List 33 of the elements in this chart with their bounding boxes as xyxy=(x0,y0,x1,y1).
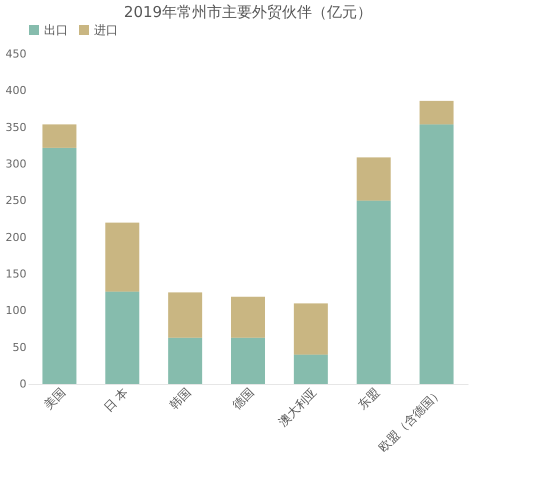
y-tick-label: 100 xyxy=(6,304,26,318)
bar xyxy=(42,124,76,148)
y-tick-label: 50 xyxy=(12,340,26,354)
bar xyxy=(105,292,140,384)
legend-label: 进口 xyxy=(94,23,118,37)
x-tick-label: 澳大利亚 xyxy=(276,385,320,429)
bar xyxy=(420,124,454,384)
bar xyxy=(356,200,391,384)
y-tick-label: 450 xyxy=(6,48,26,60)
x-tick-label: 美国 xyxy=(41,385,68,412)
bar xyxy=(231,296,265,338)
legend-label: 出口 xyxy=(44,23,68,37)
bar xyxy=(294,303,328,355)
bar xyxy=(420,100,454,124)
x-tick-label: 韩国 xyxy=(166,385,194,412)
y-tick-label: 0 xyxy=(20,378,26,390)
y-tick-label: 200 xyxy=(6,230,26,244)
y-tick-label: 400 xyxy=(6,84,26,98)
bar xyxy=(356,157,391,201)
chart-title: 2019年常州市主要外贸伙伴（亿元） xyxy=(124,3,372,21)
bar xyxy=(294,354,328,384)
x-tick-label: 日 本 xyxy=(101,385,131,415)
y-tick-label: 150 xyxy=(6,268,26,280)
y-tick-label: 300 xyxy=(6,158,26,170)
x-tick-label: 东盟 xyxy=(355,385,382,412)
bar xyxy=(42,148,76,384)
y-tick-label: 250 xyxy=(6,194,26,208)
x-tick-label: 德国 xyxy=(230,385,256,412)
y-tick-label: 350 xyxy=(6,120,26,134)
bar xyxy=(168,292,202,338)
bar xyxy=(168,338,202,384)
bar xyxy=(231,338,265,384)
bar xyxy=(105,222,140,292)
